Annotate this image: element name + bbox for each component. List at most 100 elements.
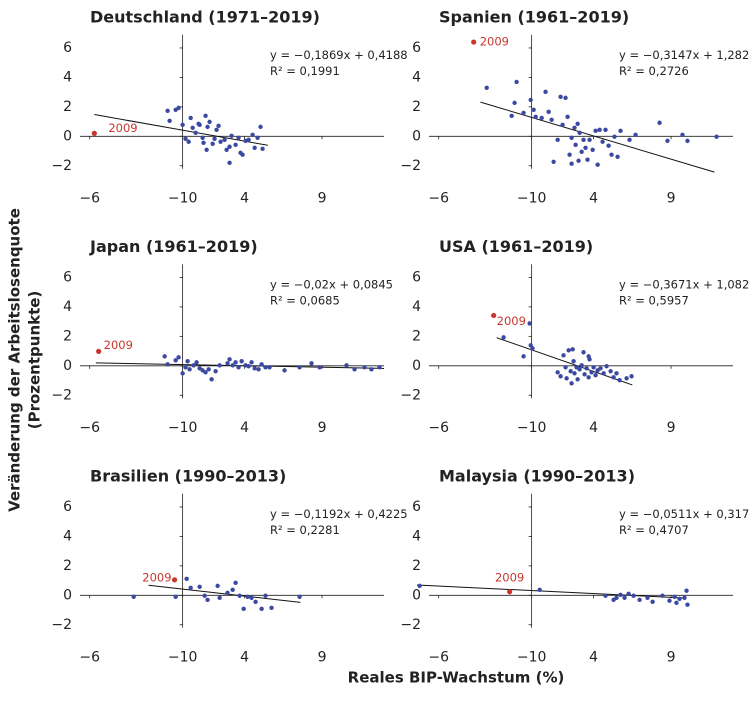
data-point	[165, 362, 170, 367]
data-point	[615, 154, 620, 159]
x-tick-label: −6	[79, 650, 100, 666]
y-tick-label: 0	[412, 587, 421, 603]
data-point	[595, 162, 600, 167]
x-tick-label: −10	[168, 650, 198, 666]
data-point	[571, 359, 576, 364]
x-axis-title: Reales BIP-Wachstum (%)	[348, 669, 565, 687]
data-point	[608, 369, 613, 374]
data-point	[246, 364, 251, 369]
y-tick-label: 4	[412, 528, 421, 544]
data-point	[603, 127, 608, 133]
y-tick-label: 6	[63, 269, 72, 285]
data-point	[587, 137, 592, 143]
data-point	[225, 590, 230, 596]
data-point	[579, 363, 584, 368]
y-tick-label: 4	[63, 299, 72, 315]
data-point	[269, 605, 274, 611]
y-tick-label: 6	[63, 40, 72, 56]
data-point	[297, 594, 302, 599]
data-point	[207, 119, 212, 125]
data-point	[227, 144, 232, 149]
y-tick-label: 4	[412, 299, 421, 315]
highlight-label: 2009	[495, 570, 524, 584]
x-tick-label: −6	[79, 420, 100, 436]
data-point	[563, 365, 568, 370]
x-tick-label: −10	[168, 420, 198, 436]
data-point	[614, 371, 619, 376]
data-point	[667, 598, 672, 603]
data-point	[362, 365, 367, 370]
x-tick-label: 9	[667, 650, 676, 666]
data-point	[249, 360, 254, 365]
data-point	[714, 134, 719, 139]
highlight-label: 2009	[480, 35, 509, 49]
x-tick-label: −6	[428, 191, 449, 207]
data-point	[631, 593, 636, 598]
data-point	[218, 139, 223, 144]
panel-title: Brasilien (1990–2013)	[90, 467, 286, 486]
data-point	[236, 365, 241, 370]
data-point	[684, 588, 689, 593]
x-tick-label: 9	[318, 420, 327, 436]
x-tick-label: −10	[517, 650, 547, 666]
highlight-point	[96, 348, 102, 354]
data-point	[531, 107, 536, 112]
data-point	[585, 157, 590, 162]
trendline	[148, 584, 301, 603]
equation: y = −0,3147x + 1,2821	[619, 48, 749, 62]
x-tick-label: 9	[318, 191, 327, 207]
data-point	[629, 374, 634, 379]
data-point	[309, 361, 314, 366]
y-tick-label: 0	[63, 128, 72, 144]
data-point	[200, 135, 205, 140]
data-point	[603, 593, 608, 598]
data-point	[612, 134, 617, 139]
data-point	[222, 137, 227, 143]
data-point	[560, 122, 565, 128]
data-point	[572, 371, 577, 376]
y-tick-label: 6	[63, 499, 72, 515]
y-tick-label: 6	[412, 40, 421, 56]
data-point	[633, 132, 638, 138]
highlight-label: 2009	[108, 121, 137, 135]
data-point	[614, 595, 619, 601]
data-point	[521, 354, 526, 359]
data-point	[600, 139, 605, 144]
equation: y = −0,0511x + 0,3172	[619, 507, 749, 521]
x-tick-label: 9	[667, 191, 676, 207]
data-point	[250, 132, 255, 138]
x-tick-label: −10	[517, 420, 547, 436]
data-point	[685, 602, 690, 607]
data-point	[527, 321, 532, 326]
y-tick-label: −2	[400, 387, 421, 403]
data-point	[565, 114, 570, 120]
data-point	[521, 110, 526, 116]
data-point	[622, 595, 627, 601]
data-point	[551, 159, 556, 164]
data-point	[575, 121, 580, 126]
x-tick-label: 9	[667, 420, 676, 436]
data-point	[569, 135, 574, 140]
y-tick-label: −2	[400, 158, 421, 174]
data-point	[555, 370, 560, 375]
data-point	[239, 359, 244, 364]
data-point	[546, 109, 551, 115]
data-point	[215, 583, 220, 589]
data-point	[577, 130, 582, 135]
y-tick-label: 4	[412, 69, 421, 85]
data-point	[618, 128, 623, 134]
data-point	[564, 376, 569, 381]
data-point	[173, 358, 178, 363]
panel-title: Malaysia (1990–2013)	[439, 467, 635, 486]
data-point	[677, 596, 682, 602]
data-point	[568, 369, 573, 374]
data-point	[561, 353, 566, 358]
data-point	[162, 354, 167, 359]
data-point	[224, 147, 229, 153]
trendline	[496, 337, 633, 386]
equation: y = −0,02x + 0,0845	[270, 278, 393, 292]
data-point	[344, 363, 349, 368]
data-point	[575, 377, 580, 382]
data-point	[131, 594, 136, 599]
